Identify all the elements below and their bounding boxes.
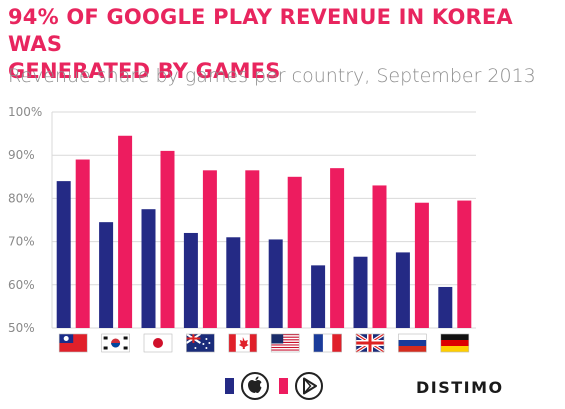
bar-apple-united-states bbox=[268, 239, 283, 328]
bar-google-united-kingdom bbox=[372, 185, 387, 328]
distimo-logo: DISTIMO bbox=[416, 378, 504, 397]
bars bbox=[56, 135, 472, 328]
y-tick-label: 80% bbox=[8, 191, 35, 205]
bar-apple-japan bbox=[141, 209, 156, 328]
bar-apple-south-korea bbox=[99, 222, 114, 328]
flag-uk-icon bbox=[355, 332, 385, 354]
flag-south-korea-icon bbox=[101, 333, 130, 353]
flag-usa-icon bbox=[270, 333, 300, 353]
bar-google-south-korea bbox=[118, 135, 133, 328]
flag-row bbox=[58, 332, 470, 354]
bar-google-japan bbox=[160, 150, 175, 328]
google-play-logo-icon bbox=[295, 372, 323, 400]
bar-apple-russia bbox=[395, 252, 410, 328]
bar-google-russia bbox=[414, 202, 429, 328]
bar-apple-canada bbox=[226, 237, 241, 328]
bar-google-taiwan bbox=[75, 159, 90, 328]
flag-france-icon bbox=[313, 333, 342, 353]
bar-apple-taiwan bbox=[56, 181, 71, 328]
gridlines bbox=[51, 111, 476, 329]
flag-australia-icon bbox=[185, 333, 215, 353]
flag-germany-icon bbox=[440, 333, 470, 353]
legend-swatch-apple bbox=[225, 378, 234, 394]
bar-google-germany bbox=[457, 200, 472, 328]
legend-swatch-google bbox=[279, 378, 288, 394]
title-line-1: 94% OF GOOGLE PLAY REVENUE IN KOREA WAS bbox=[8, 5, 513, 56]
chart-subtitle: Revenue share by games per country, Sept… bbox=[8, 65, 536, 87]
bar-apple-australia bbox=[183, 232, 198, 328]
bar-apple-united-kingdom bbox=[353, 256, 368, 328]
y-tick-label: 100% bbox=[8, 105, 42, 119]
y-tick-label: 70% bbox=[8, 235, 35, 249]
y-axis-ticks: 50% 60% 70% 80% 90% 100% bbox=[8, 105, 42, 335]
flag-japan-icon bbox=[143, 333, 173, 353]
y-tick-label: 60% bbox=[8, 278, 35, 292]
y-tick-label: 50% bbox=[8, 321, 35, 335]
chart-title: 94% OF GOOGLE PLAY REVENUE IN KOREA WAS … bbox=[8, 4, 558, 85]
flag-canada-icon bbox=[228, 333, 258, 353]
flag-russia-icon bbox=[398, 333, 427, 353]
bar-google-canada bbox=[245, 170, 260, 328]
apple-logo-icon bbox=[241, 372, 269, 400]
bar-google-australia bbox=[202, 170, 217, 328]
bar-apple-france bbox=[311, 265, 326, 328]
bar-apple-germany bbox=[438, 286, 453, 328]
title-line-2: GENERATED BY GAMES bbox=[8, 59, 281, 83]
flag-taiwan-icon bbox=[58, 333, 88, 353]
y-tick-label: 90% bbox=[8, 148, 35, 162]
legend bbox=[225, 372, 335, 402]
bar-google-france bbox=[330, 168, 345, 328]
bar-google-united-states bbox=[287, 176, 302, 328]
